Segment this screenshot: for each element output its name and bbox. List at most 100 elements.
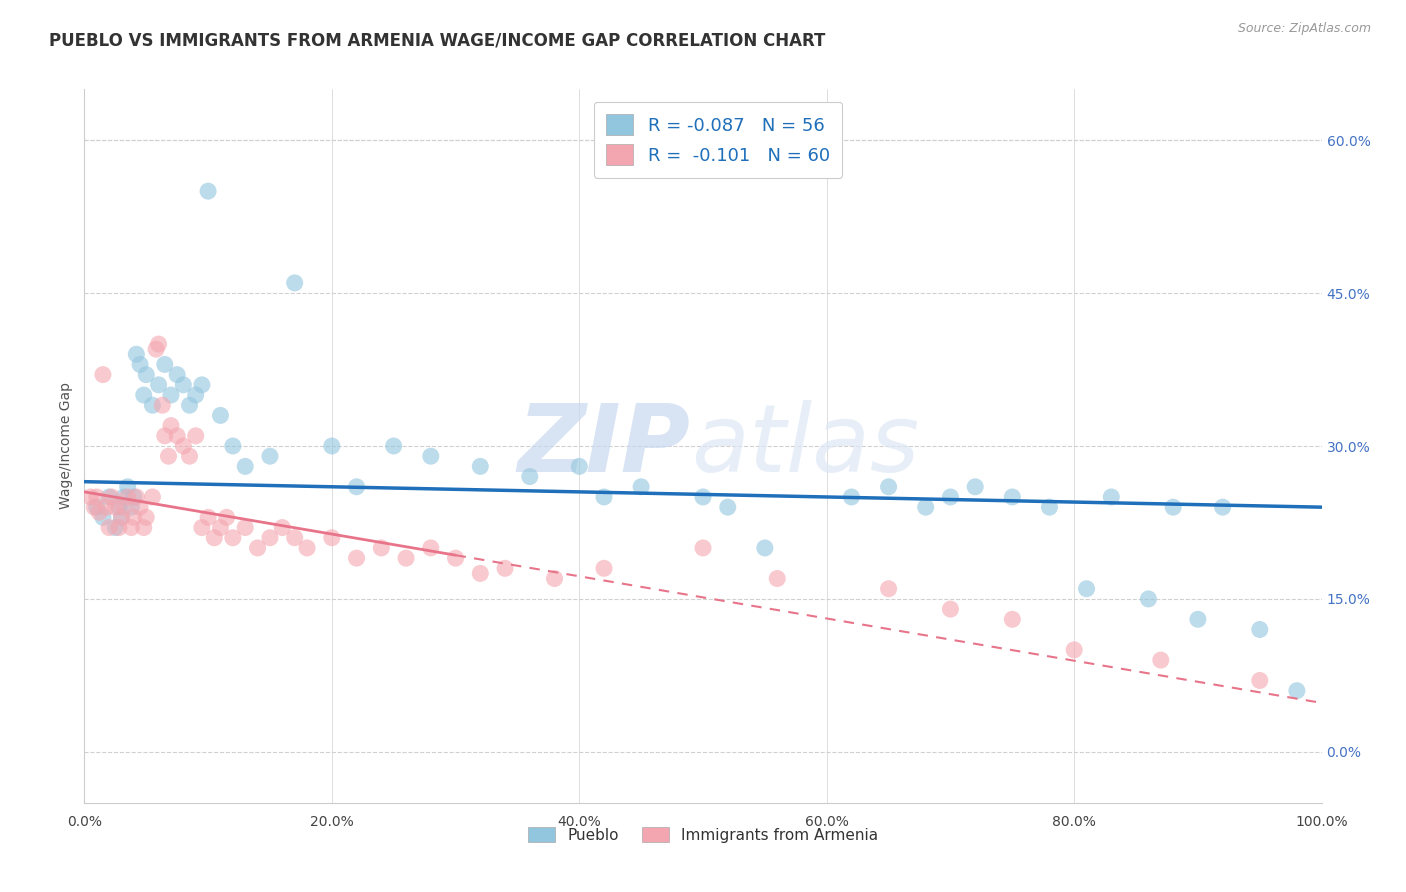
Point bbox=[117, 480, 139, 494]
Point bbox=[321, 439, 343, 453]
Point bbox=[209, 409, 232, 423]
Point bbox=[914, 500, 936, 515]
Point bbox=[382, 439, 405, 453]
Point bbox=[104, 500, 127, 515]
Point bbox=[129, 358, 152, 372]
Point bbox=[233, 520, 256, 534]
Point bbox=[179, 398, 201, 412]
Point bbox=[1212, 500, 1234, 515]
Point bbox=[135, 368, 157, 382]
Point bbox=[86, 500, 108, 515]
Point bbox=[120, 500, 142, 515]
Point bbox=[692, 490, 714, 504]
Text: ZIP: ZIP bbox=[517, 400, 690, 492]
Point bbox=[108, 500, 131, 515]
Point bbox=[1137, 591, 1160, 606]
Point bbox=[132, 520, 155, 534]
Point bbox=[877, 480, 900, 494]
Point bbox=[160, 388, 183, 402]
Point bbox=[1099, 490, 1122, 504]
Point bbox=[419, 541, 441, 555]
Point bbox=[141, 490, 163, 504]
Point bbox=[1076, 582, 1098, 596]
Point bbox=[692, 541, 714, 555]
Point bbox=[965, 480, 987, 494]
Point bbox=[717, 500, 740, 515]
Point bbox=[271, 520, 294, 534]
Point bbox=[370, 541, 392, 555]
Point bbox=[1038, 500, 1060, 515]
Point bbox=[184, 429, 207, 443]
Point bbox=[246, 541, 269, 555]
Point bbox=[197, 510, 219, 524]
Point bbox=[98, 520, 121, 534]
Point bbox=[79, 490, 101, 504]
Point bbox=[191, 520, 214, 534]
Point bbox=[543, 572, 565, 586]
Point bbox=[122, 490, 145, 504]
Point bbox=[179, 449, 201, 463]
Point bbox=[202, 531, 225, 545]
Point bbox=[754, 541, 776, 555]
Point bbox=[184, 388, 207, 402]
Point bbox=[122, 510, 145, 524]
Point bbox=[89, 505, 111, 519]
Point bbox=[157, 449, 180, 463]
Point bbox=[593, 490, 616, 504]
Point bbox=[148, 377, 170, 392]
Point bbox=[1161, 500, 1184, 515]
Point bbox=[135, 510, 157, 524]
Point bbox=[321, 531, 343, 545]
Point bbox=[1001, 612, 1024, 626]
Point bbox=[112, 490, 135, 504]
Point bbox=[191, 377, 214, 392]
Point bbox=[593, 561, 616, 575]
Point bbox=[939, 490, 962, 504]
Point bbox=[86, 490, 108, 504]
Point bbox=[222, 439, 245, 453]
Point bbox=[145, 342, 167, 356]
Point bbox=[104, 520, 127, 534]
Point bbox=[100, 490, 122, 504]
Point bbox=[1150, 653, 1173, 667]
Point bbox=[209, 520, 232, 534]
Point bbox=[91, 368, 114, 382]
Point bbox=[1187, 612, 1209, 626]
Point bbox=[259, 531, 281, 545]
Point bbox=[160, 418, 183, 433]
Point bbox=[108, 520, 131, 534]
Point bbox=[83, 500, 105, 515]
Point bbox=[91, 510, 114, 524]
Point bbox=[444, 551, 467, 566]
Point bbox=[470, 566, 492, 581]
Point bbox=[877, 582, 900, 596]
Point bbox=[1001, 490, 1024, 504]
Text: Source: ZipAtlas.com: Source: ZipAtlas.com bbox=[1237, 22, 1371, 36]
Point bbox=[222, 531, 245, 545]
Point bbox=[197, 184, 219, 198]
Point bbox=[110, 510, 132, 524]
Legend: Pueblo, Immigrants from Armenia: Pueblo, Immigrants from Armenia bbox=[522, 821, 884, 848]
Point bbox=[166, 429, 188, 443]
Point bbox=[125, 347, 148, 361]
Point bbox=[1249, 623, 1271, 637]
Point bbox=[494, 561, 516, 575]
Point bbox=[939, 602, 962, 616]
Point bbox=[284, 276, 307, 290]
Point bbox=[346, 480, 368, 494]
Point bbox=[96, 500, 118, 515]
Point bbox=[284, 531, 307, 545]
Point bbox=[346, 551, 368, 566]
Point bbox=[419, 449, 441, 463]
Point bbox=[470, 459, 492, 474]
Point bbox=[630, 480, 652, 494]
Point bbox=[172, 439, 194, 453]
Point bbox=[215, 510, 238, 524]
Point bbox=[148, 337, 170, 351]
Point bbox=[259, 449, 281, 463]
Text: atlas: atlas bbox=[690, 401, 920, 491]
Point bbox=[120, 520, 142, 534]
Point bbox=[153, 429, 176, 443]
Point bbox=[1285, 683, 1308, 698]
Point bbox=[233, 459, 256, 474]
